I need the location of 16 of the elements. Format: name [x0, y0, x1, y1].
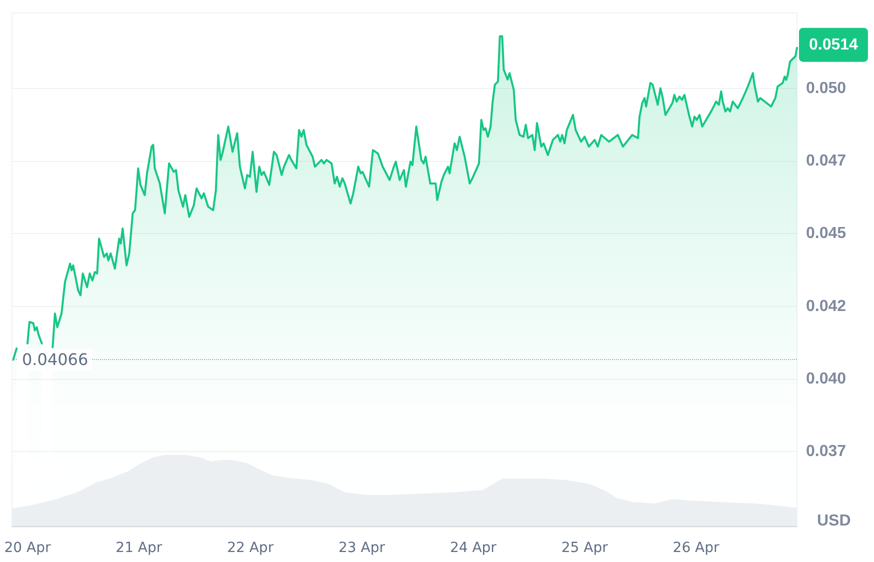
- x-tick-label: 26 Apr: [672, 540, 720, 556]
- x-tick-label: 22 Apr: [227, 540, 274, 556]
- y-tick-label: 0.037: [806, 442, 846, 460]
- y-axis-title: USD: [817, 512, 851, 530]
- x-tick-label: 23 Apr: [338, 540, 386, 556]
- y-tick-label: 0.047: [806, 152, 846, 170]
- y-tick-label: 0.040: [806, 370, 846, 388]
- x-tick-label: 21 Apr: [116, 540, 162, 556]
- y-tick-label: 0.050: [806, 80, 846, 98]
- y-tick-label: 0.045: [806, 225, 846, 242]
- y-tick-label: 0.042: [806, 298, 846, 315]
- x-tick-label: 24 Apr: [450, 540, 497, 556]
- annotation: 0.0514: [809, 36, 858, 54]
- x-tick-label: 25 Apr: [561, 540, 608, 556]
- x-tick-label: 20 Apr: [4, 540, 51, 556]
- ref-line-label: 0.04066: [22, 350, 88, 370]
